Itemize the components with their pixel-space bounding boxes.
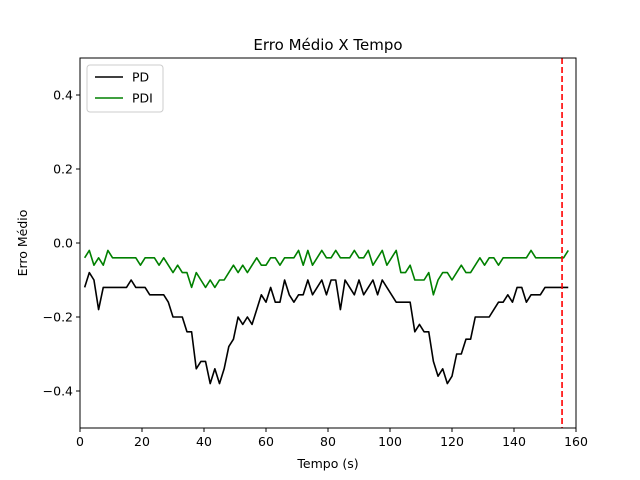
series-line-pd [83, 271, 569, 385]
x-tick-label: 120 [440, 434, 464, 449]
legend-label-pdi: PDI [132, 91, 153, 106]
y-axis: −0.4 −0.2 0.0 0.2 0.4 [43, 88, 80, 399]
x-tick-label: 60 [258, 434, 274, 449]
x-tick-label: 160 [564, 434, 588, 449]
y-tick-label: −0.4 [43, 384, 73, 399]
x-tick-label: 0 [76, 434, 84, 449]
y-tick-label: 0.4 [53, 88, 73, 103]
x-tick-label: 20 [134, 434, 150, 449]
y-axis-label: Erro Médio [15, 210, 30, 277]
x-axis: 0 20 40 60 80 100 120 140 160 [76, 428, 588, 449]
x-tick-label: 100 [378, 434, 402, 449]
legend-label-pd: PD [132, 70, 149, 85]
y-tick-label: 0.0 [53, 236, 73, 251]
plot-frame [79, 57, 577, 429]
legend: PD PDI [86, 64, 164, 113]
x-axis-label: Tempo (s) [296, 456, 358, 471]
x-tick-label: 140 [502, 434, 526, 449]
series-line-pdi [83, 249, 569, 296]
plot-area [83, 58, 569, 428]
chart-title: Erro Médio X Tempo [253, 36, 402, 54]
y-tick-label: −0.2 [43, 310, 73, 325]
x-tick-label: 80 [320, 434, 336, 449]
x-tick-label: 40 [196, 434, 212, 449]
y-tick-label: 0.2 [53, 162, 73, 177]
